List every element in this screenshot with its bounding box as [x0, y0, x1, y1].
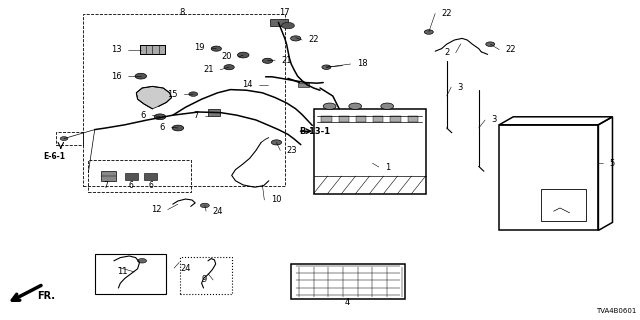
- Text: 5: 5: [609, 159, 614, 168]
- Polygon shape: [136, 86, 172, 109]
- Text: 13: 13: [111, 45, 122, 54]
- Text: 22: 22: [506, 45, 516, 54]
- Text: 24: 24: [180, 264, 191, 273]
- Text: E-6-1: E-6-1: [44, 152, 65, 161]
- Bar: [140, 45, 165, 54]
- Bar: [95, 254, 166, 294]
- Circle shape: [138, 259, 147, 263]
- Bar: [339, 116, 349, 122]
- Text: 1: 1: [385, 163, 390, 172]
- Text: 21: 21: [282, 56, 292, 65]
- Text: B-13-1: B-13-1: [300, 127, 331, 136]
- Text: FR.: FR.: [37, 291, 55, 301]
- Text: 6: 6: [141, 111, 146, 120]
- Bar: [180, 257, 232, 294]
- Text: 7: 7: [193, 111, 198, 120]
- Text: 10: 10: [271, 196, 281, 204]
- Circle shape: [154, 114, 166, 120]
- Bar: [83, 14, 285, 186]
- Circle shape: [291, 36, 301, 41]
- Text: 8: 8: [180, 8, 185, 17]
- Text: 15: 15: [168, 90, 178, 99]
- Circle shape: [237, 52, 249, 58]
- Bar: [314, 109, 426, 194]
- Bar: [291, 264, 405, 299]
- Bar: [390, 116, 401, 122]
- Text: 21: 21: [204, 65, 214, 74]
- Bar: [321, 116, 332, 122]
- Bar: [270, 19, 288, 26]
- Text: 16: 16: [111, 72, 122, 81]
- Bar: [356, 116, 366, 122]
- Circle shape: [486, 42, 495, 46]
- Text: 2: 2: [444, 48, 449, 57]
- Text: 4: 4: [345, 298, 350, 307]
- Circle shape: [262, 58, 273, 63]
- Circle shape: [349, 103, 362, 109]
- Bar: [56, 132, 83, 145]
- Text: 3: 3: [492, 116, 497, 124]
- Bar: [373, 116, 383, 122]
- Bar: [88, 160, 191, 192]
- Bar: [499, 125, 598, 230]
- Bar: [298, 83, 309, 87]
- Bar: [208, 109, 220, 116]
- Text: 11: 11: [118, 268, 128, 276]
- Circle shape: [282, 22, 294, 29]
- Text: 9: 9: [202, 276, 207, 284]
- Circle shape: [135, 73, 147, 79]
- Circle shape: [323, 103, 336, 109]
- Text: 22: 22: [442, 9, 452, 18]
- Circle shape: [211, 46, 221, 51]
- Circle shape: [200, 203, 209, 208]
- Circle shape: [322, 65, 331, 69]
- Circle shape: [172, 125, 184, 131]
- Text: 17: 17: [280, 8, 290, 17]
- Text: TVA4B0601: TVA4B0601: [596, 308, 637, 314]
- Bar: [541, 189, 586, 221]
- Text: 6: 6: [129, 181, 134, 190]
- Text: 20: 20: [222, 52, 232, 61]
- Circle shape: [60, 137, 68, 140]
- Text: 12: 12: [151, 205, 161, 214]
- Text: 19: 19: [195, 44, 205, 52]
- Circle shape: [189, 92, 198, 96]
- Circle shape: [271, 140, 282, 145]
- Text: 3: 3: [458, 83, 463, 92]
- Text: 6: 6: [148, 181, 154, 190]
- Bar: [125, 173, 138, 180]
- Bar: [408, 116, 418, 122]
- Bar: [101, 171, 116, 181]
- Text: 7: 7: [104, 181, 109, 190]
- Circle shape: [381, 103, 394, 109]
- Text: 18: 18: [357, 60, 368, 68]
- Text: 14: 14: [243, 80, 253, 89]
- Circle shape: [224, 65, 234, 70]
- Text: 6: 6: [160, 123, 165, 132]
- Text: 22: 22: [308, 36, 319, 44]
- Bar: [144, 173, 157, 180]
- Text: 23: 23: [287, 146, 298, 155]
- Text: 24: 24: [212, 207, 223, 216]
- Circle shape: [424, 30, 433, 34]
